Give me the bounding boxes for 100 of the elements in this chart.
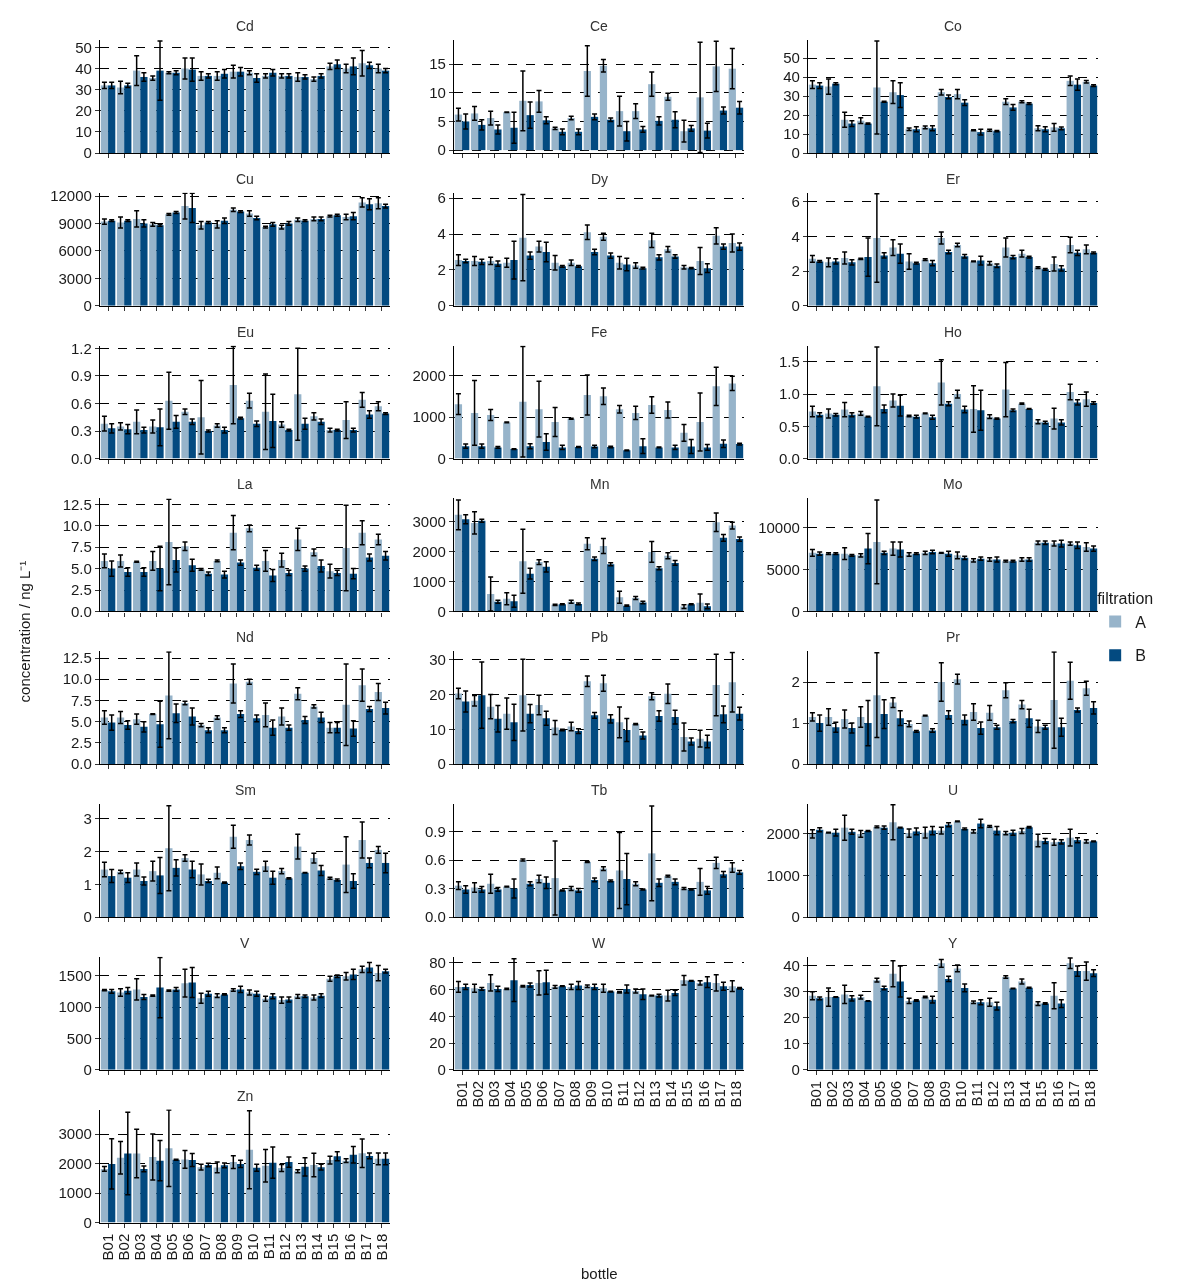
y-tick-label: 2000 [412, 366, 446, 384]
bar [558, 266, 566, 306]
bar [478, 261, 486, 306]
x-tick-label: B08 [211, 1233, 229, 1261]
bar [454, 986, 463, 1070]
bar [832, 261, 840, 306]
bar [285, 430, 293, 459]
y-tick-label: 2 [83, 842, 92, 860]
y-tick-label: 0.9 [71, 367, 92, 385]
bar [261, 227, 270, 306]
x-tick-label: B01 [806, 1080, 824, 1108]
bar [1041, 840, 1049, 917]
bar [124, 725, 132, 765]
bar [969, 261, 978, 306]
bar [1034, 1003, 1042, 1070]
bar [953, 968, 962, 1070]
bar [470, 260, 479, 306]
bar [188, 207, 196, 306]
bar [1050, 842, 1058, 917]
bar [333, 572, 341, 612]
bar [494, 263, 502, 306]
x-tick-label: B03 [839, 1080, 857, 1108]
bar [912, 263, 920, 306]
bar [156, 1160, 164, 1223]
x-tick-label: B03 [485, 1080, 503, 1108]
x-tick-label: B09 [227, 1233, 245, 1261]
bar [889, 973, 897, 1070]
bar [841, 409, 849, 459]
bar [1089, 85, 1098, 153]
y-tick-label: 0.0 [71, 449, 92, 467]
bar [912, 553, 920, 612]
bar [278, 871, 286, 917]
bar [294, 693, 302, 765]
bar [961, 102, 969, 153]
bar [1089, 252, 1098, 306]
bar [896, 981, 904, 1070]
bar [880, 827, 888, 917]
bar [583, 986, 591, 1070]
y-tick-label: 1000 [412, 572, 446, 590]
y-tick-label: 0 [437, 449, 446, 467]
bar [1082, 841, 1090, 917]
bar [857, 258, 865, 306]
bar [639, 268, 647, 306]
bar [204, 75, 212, 153]
bar [1025, 559, 1033, 612]
y-tick-label: 2 [791, 262, 800, 280]
bar [349, 974, 357, 1070]
bar [542, 566, 550, 612]
bar [358, 969, 366, 1070]
x-tick-label: B12 [984, 1080, 1002, 1108]
x-tick-label: B07 [549, 1080, 567, 1108]
bar [1057, 422, 1065, 459]
bar [583, 232, 591, 306]
y-tick-label: 0 [437, 1061, 446, 1079]
y-tick-label: 0 [791, 602, 800, 620]
y-tick-label: 3 [83, 809, 92, 827]
bar [204, 993, 212, 1070]
bar [905, 833, 913, 917]
chart-title: Fe [591, 324, 608, 340]
bar [1057, 841, 1065, 917]
x-axis-title: bottle [581, 1265, 618, 1282]
bar [462, 986, 470, 1070]
bar [1082, 546, 1090, 612]
bar [310, 552, 318, 612]
y-tick-label: 50 [783, 49, 800, 67]
bar [229, 209, 237, 306]
bar [905, 415, 913, 459]
bar [133, 719, 141, 765]
x-tick-label: B05 [163, 1233, 181, 1261]
bar [632, 724, 640, 765]
y-tick-label: 0 [791, 908, 800, 926]
bar [816, 998, 824, 1070]
bar [365, 862, 374, 917]
bar [648, 995, 656, 1070]
bar [873, 980, 881, 1070]
bar [229, 836, 237, 917]
y-tick-label: 1000 [58, 1184, 92, 1202]
bar [181, 703, 189, 765]
bar [639, 994, 647, 1070]
bar [1041, 269, 1049, 306]
bar [986, 416, 994, 459]
y-tick-label: 40 [429, 1007, 446, 1025]
y-tick-label: 10 [75, 123, 92, 141]
bar [381, 1158, 390, 1223]
bar [655, 716, 663, 765]
y-tick-label: 0 [83, 1061, 92, 1079]
y-tick-label: 20 [783, 1009, 800, 1027]
y-tick-label: 5.0 [71, 712, 92, 730]
bar [317, 870, 325, 917]
bar [140, 430, 148, 459]
bar [124, 572, 132, 612]
bar [590, 116, 599, 151]
x-tick-label: B12 [630, 1080, 648, 1108]
bar [1082, 81, 1090, 153]
bar [1025, 257, 1033, 306]
bar [462, 260, 470, 306]
bar [301, 996, 309, 1070]
y-tick-label: 5 [437, 112, 446, 130]
bar [365, 204, 374, 306]
bar [719, 110, 728, 151]
